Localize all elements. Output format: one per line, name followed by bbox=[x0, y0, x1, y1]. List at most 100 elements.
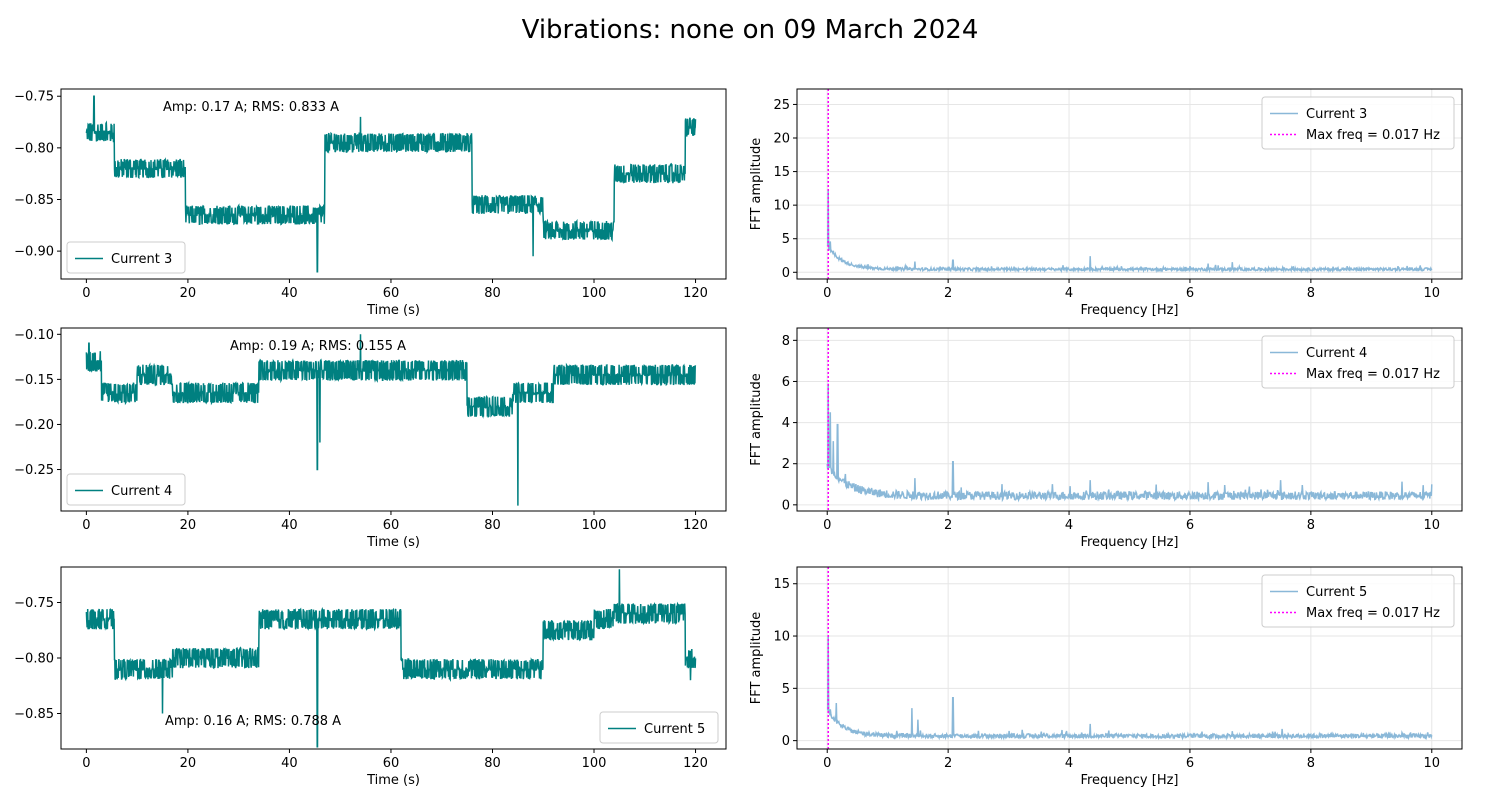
x-tick-label: 60 bbox=[383, 518, 400, 533]
legend-label: Current 3 bbox=[111, 252, 172, 267]
y-tick-label: 5 bbox=[782, 682, 790, 697]
legend-label: Current 4 bbox=[111, 484, 172, 499]
x-tick-label: 60 bbox=[383, 286, 400, 301]
stats-annotation: Amp: 0.16 A; RMS: 0.788 A bbox=[165, 714, 341, 729]
x-axis-label: Time (s) bbox=[366, 535, 420, 550]
series-line-current-3 bbox=[85, 95, 697, 273]
legend: Current 3 bbox=[66, 241, 186, 274]
chart-panel-1: 0 20 40 60 80 100 120 −0.75 −0.80 −0.85 −0.90 Time … bbox=[14, 88, 727, 318]
x-tick-label: 40 bbox=[281, 756, 298, 771]
legend-box bbox=[66, 241, 186, 274]
x-axis-label: Frequency [Hz] bbox=[1080, 773, 1178, 788]
axes-frame bbox=[60, 88, 727, 280]
x-tick-label: 100 bbox=[582, 518, 607, 533]
x-tick-label: 0 bbox=[82, 756, 90, 771]
legend-label: Max freq = 0.017 Hz bbox=[1306, 367, 1440, 382]
x-tick-label: 10 bbox=[1423, 756, 1440, 771]
y-tick-label: −0.15 bbox=[14, 373, 54, 388]
series-line-current-4 bbox=[85, 334, 697, 506]
x-tick-label: 8 bbox=[1307, 286, 1315, 301]
x-tick-label: 0 bbox=[823, 286, 831, 301]
x-tick-label: 0 bbox=[823, 756, 831, 771]
legend: Current 3 Max freq = 0.017 Hz bbox=[1261, 96, 1455, 150]
x-axis-label: Frequency [Hz] bbox=[1080, 535, 1178, 550]
y-tick-label: −0.25 bbox=[14, 463, 54, 478]
legend: Current 5 Max freq = 0.017 Hz bbox=[1261, 574, 1455, 628]
x-tick-label: 20 bbox=[180, 518, 197, 533]
y-tick-label: 0 bbox=[782, 266, 790, 281]
x-tick-label: 20 bbox=[180, 286, 197, 301]
x-tick-label: 10 bbox=[1423, 518, 1440, 533]
x-tick-label: 80 bbox=[484, 518, 501, 533]
x-axis-label: Frequency [Hz] bbox=[1080, 303, 1178, 318]
y-tick-label: 15 bbox=[773, 577, 790, 592]
legend-box bbox=[1261, 574, 1455, 628]
legend-label: Current 5 bbox=[644, 722, 705, 737]
legend-box bbox=[1261, 335, 1455, 389]
x-tick-label: 0 bbox=[82, 518, 90, 533]
legend-box bbox=[66, 473, 186, 506]
legend-box bbox=[599, 711, 719, 744]
axes-frame bbox=[796, 566, 1463, 750]
x-tick-label: 0 bbox=[82, 286, 90, 301]
x-tick-label: 8 bbox=[1307, 756, 1315, 771]
chart-panel-2: 0 2 4 6 8 10 0 5 10 15 20 25 Frequency [Hz] FFT ampli… bbox=[749, 88, 1463, 318]
stats-annotation: Amp: 0.19 A; RMS: 0.155 A bbox=[230, 339, 406, 354]
x-tick-label: 10 bbox=[1423, 286, 1440, 301]
legend: Current 4 bbox=[66, 473, 186, 506]
y-tick-label: 5 bbox=[782, 232, 790, 247]
y-tick-label: 4 bbox=[782, 416, 790, 431]
y-axis-label: FFT amplitude bbox=[749, 373, 764, 466]
y-tick-label: 10 bbox=[773, 630, 790, 645]
x-tick-label: 2 bbox=[944, 518, 952, 533]
x-tick-label: 8 bbox=[1307, 518, 1315, 533]
x-tick-label: 120 bbox=[683, 518, 708, 533]
y-axis-label: FFT amplitude bbox=[749, 138, 764, 231]
y-tick-label: −0.75 bbox=[14, 90, 54, 105]
legend-label: Current 4 bbox=[1306, 346, 1367, 361]
legend-label: Current 3 bbox=[1306, 107, 1367, 122]
x-tick-label: 6 bbox=[1186, 518, 1194, 533]
y-tick-label: 6 bbox=[782, 375, 790, 390]
y-tick-label: −0.85 bbox=[14, 193, 54, 208]
chart-panel-4: 0 2 4 6 8 10 0 2 4 6 8 Frequency [Hz] FFT amplitude C… bbox=[749, 327, 1463, 550]
x-tick-label: 100 bbox=[582, 756, 607, 771]
y-axis-label: FFT amplitude bbox=[749, 612, 764, 705]
legend-label: Current 5 bbox=[1306, 585, 1367, 600]
x-tick-label: 4 bbox=[1065, 286, 1073, 301]
x-tick-label: 120 bbox=[683, 286, 708, 301]
x-tick-label: 40 bbox=[281, 286, 298, 301]
x-tick-label: 4 bbox=[1065, 518, 1073, 533]
x-tick-label: 80 bbox=[484, 286, 501, 301]
series-line-current-5 bbox=[85, 569, 697, 748]
x-axis-label: Time (s) bbox=[366, 773, 420, 788]
x-tick-label: 20 bbox=[180, 756, 197, 771]
legend-label: Max freq = 0.017 Hz bbox=[1306, 606, 1440, 621]
y-tick-label: −0.80 bbox=[14, 141, 54, 156]
y-tick-label: 0 bbox=[782, 498, 790, 513]
x-tick-label: 120 bbox=[683, 756, 708, 771]
x-tick-label: 2 bbox=[944, 286, 952, 301]
series-line-current-4 bbox=[826, 383, 1433, 503]
y-tick-label: −0.90 bbox=[14, 245, 54, 260]
y-tick-label: 8 bbox=[782, 334, 790, 349]
figure-title: Vibrations: none on 09 March 2024 bbox=[522, 15, 979, 45]
y-tick-label: −0.80 bbox=[14, 652, 54, 667]
axes-frame bbox=[60, 327, 727, 512]
axes-frame bbox=[796, 327, 1463, 512]
y-tick-label: −0.75 bbox=[14, 596, 54, 611]
legend-label: Max freq = 0.017 Hz bbox=[1306, 128, 1440, 143]
legend: Current 4 Max freq = 0.017 Hz bbox=[1261, 335, 1455, 389]
x-tick-label: 0 bbox=[823, 518, 831, 533]
y-tick-label: 0 bbox=[782, 734, 790, 749]
chart-panel-5: 0 20 40 60 80 100 120 −0.75 −0.80 −0.85 Time (s) Am… bbox=[14, 566, 727, 788]
x-axis-label: Time (s) bbox=[366, 303, 420, 318]
series-line-current-3 bbox=[826, 190, 1433, 274]
stats-annotation: Amp: 0.17 A; RMS: 0.833 A bbox=[163, 100, 339, 115]
legend-box bbox=[1261, 96, 1455, 150]
x-tick-label: 60 bbox=[383, 756, 400, 771]
x-tick-label: 6 bbox=[1186, 756, 1194, 771]
x-tick-label: 2 bbox=[944, 756, 952, 771]
y-tick-label: 15 bbox=[773, 165, 790, 180]
